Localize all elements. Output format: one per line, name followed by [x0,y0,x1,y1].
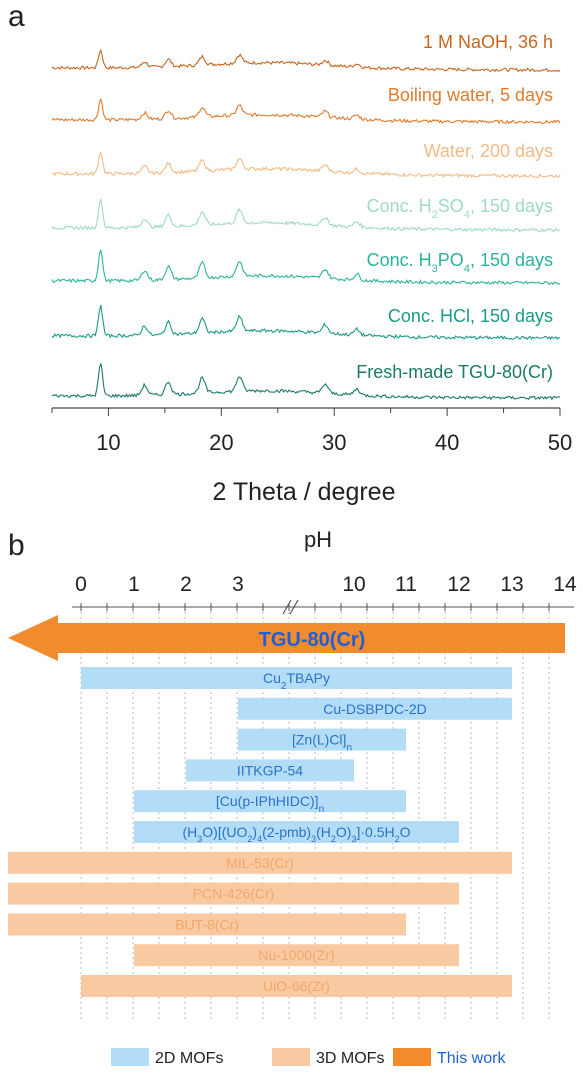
xrd-series-label: Fresh-made TGU-80(Cr) [356,362,553,382]
mof-bar [81,975,512,997]
x-tick-label: 30 [322,430,346,455]
ph-tick-label: 12 [447,573,470,596]
panel-a-label: a [8,0,25,33]
x-tick-label: 50 [548,430,572,455]
legend: 2D MOFs 3D MOFs This work [111,1048,506,1067]
x-tick-label: 20 [209,430,233,455]
legend-swatch [111,1048,149,1066]
this-work-label: TGU-80(Cr) [259,629,366,651]
x-axis-label: 2 Theta / degree [212,478,395,506]
xrd-pattern-line [51,363,561,401]
mof-bar [8,913,406,936]
mof-bar [134,821,459,843]
legend-label: 3D MOFs [316,1050,384,1067]
mof-bar [186,759,354,782]
mof-bar-label: Nu-1000(Zr) [258,947,334,963]
mof-bar-label: Cu-DSBPDC-2D [323,701,426,717]
mof-bar [81,667,512,689]
xrd-series-label: Water, 200 days [424,141,553,161]
xrd-series-label: Conc. HCl, 150 days [388,306,553,326]
ph-tick-label: 13 [500,573,523,596]
legend-label: 2D MOFs [155,1050,223,1067]
ph-axis-break [289,599,299,615]
xrd-pattern-line [51,304,561,341]
xrd-series-label: 1 M NaOH, 36 h [423,32,553,52]
mof-bar [8,851,512,874]
ph-tick-label: 10 [342,573,365,596]
legend-swatch [393,1048,431,1066]
ph-tick-label: 2 [180,573,192,596]
ph-tick-label: 1 [128,573,140,596]
x-tick-label: 40 [435,430,459,455]
panel-b-ph-stability-chart: b pH 0 1 2 3 10 11 12 13 14 TGU-80(Cr) Cu2TBAPyC… [8,527,577,1067]
x-tick-label: 10 [96,430,120,455]
xrd-series-label: Conc. H2SO4, 150 days [367,196,553,221]
ph-axis: 0 1 2 3 10 11 12 13 14 [72,573,577,615]
mof-bar-label: MIL-53(Cr) [226,855,294,871]
xrd-series-label: Boiling water, 5 days [388,85,553,105]
ph-axis-title: pH [304,527,332,552]
xrd-pattern-line [51,97,561,125]
mof-bar-label: BUT-8(Cr) [175,916,239,932]
mof-bar [238,728,406,751]
panel-b-label: b [8,529,25,562]
ph-tick-label: 11 [395,573,417,596]
x-axis-ticks: 10 20 30 40 50 [51,408,572,455]
mof-bar [134,944,459,967]
ph-tick-label: 3 [232,573,244,596]
xrd-pattern-line [51,249,561,286]
ph-tick-label: 14 [553,573,577,596]
panel-a-xrd-chart: a 1 M NaOH, 36 h Boiling water, 5 days Wat… [8,0,572,506]
mof-bars-group: Cu2TBAPyCu-DSBPDC-2D[Zn(L)Cl]nIITKGP-54[… [8,667,512,997]
xrd-pattern-line [51,198,561,233]
mof-bar-label: IITKGP-54 [237,762,303,778]
ph-axis-break [282,599,292,615]
mof-bar [238,697,512,720]
legend-swatch [272,1048,310,1066]
legend-label: This work [437,1050,506,1067]
mof-bar [8,882,459,905]
xrd-pattern-line [51,151,561,179]
mof-bar-label: UiO-66(Zr) [263,978,330,994]
this-work-arrow-shape [8,615,565,661]
xrd-pattern-line [51,48,561,73]
xrd-series-label: Conc. H3PO4, 150 days [367,250,553,275]
mof-bar-label: PCN-426(Cr) [193,886,275,902]
xrd-series-group: 1 M NaOH, 36 h Boiling water, 5 days Water… [51,32,561,401]
mof-bar [134,790,406,813]
ph-tick-label: 0 [75,573,87,596]
this-work-arrow: TGU-80(Cr) [8,615,565,661]
